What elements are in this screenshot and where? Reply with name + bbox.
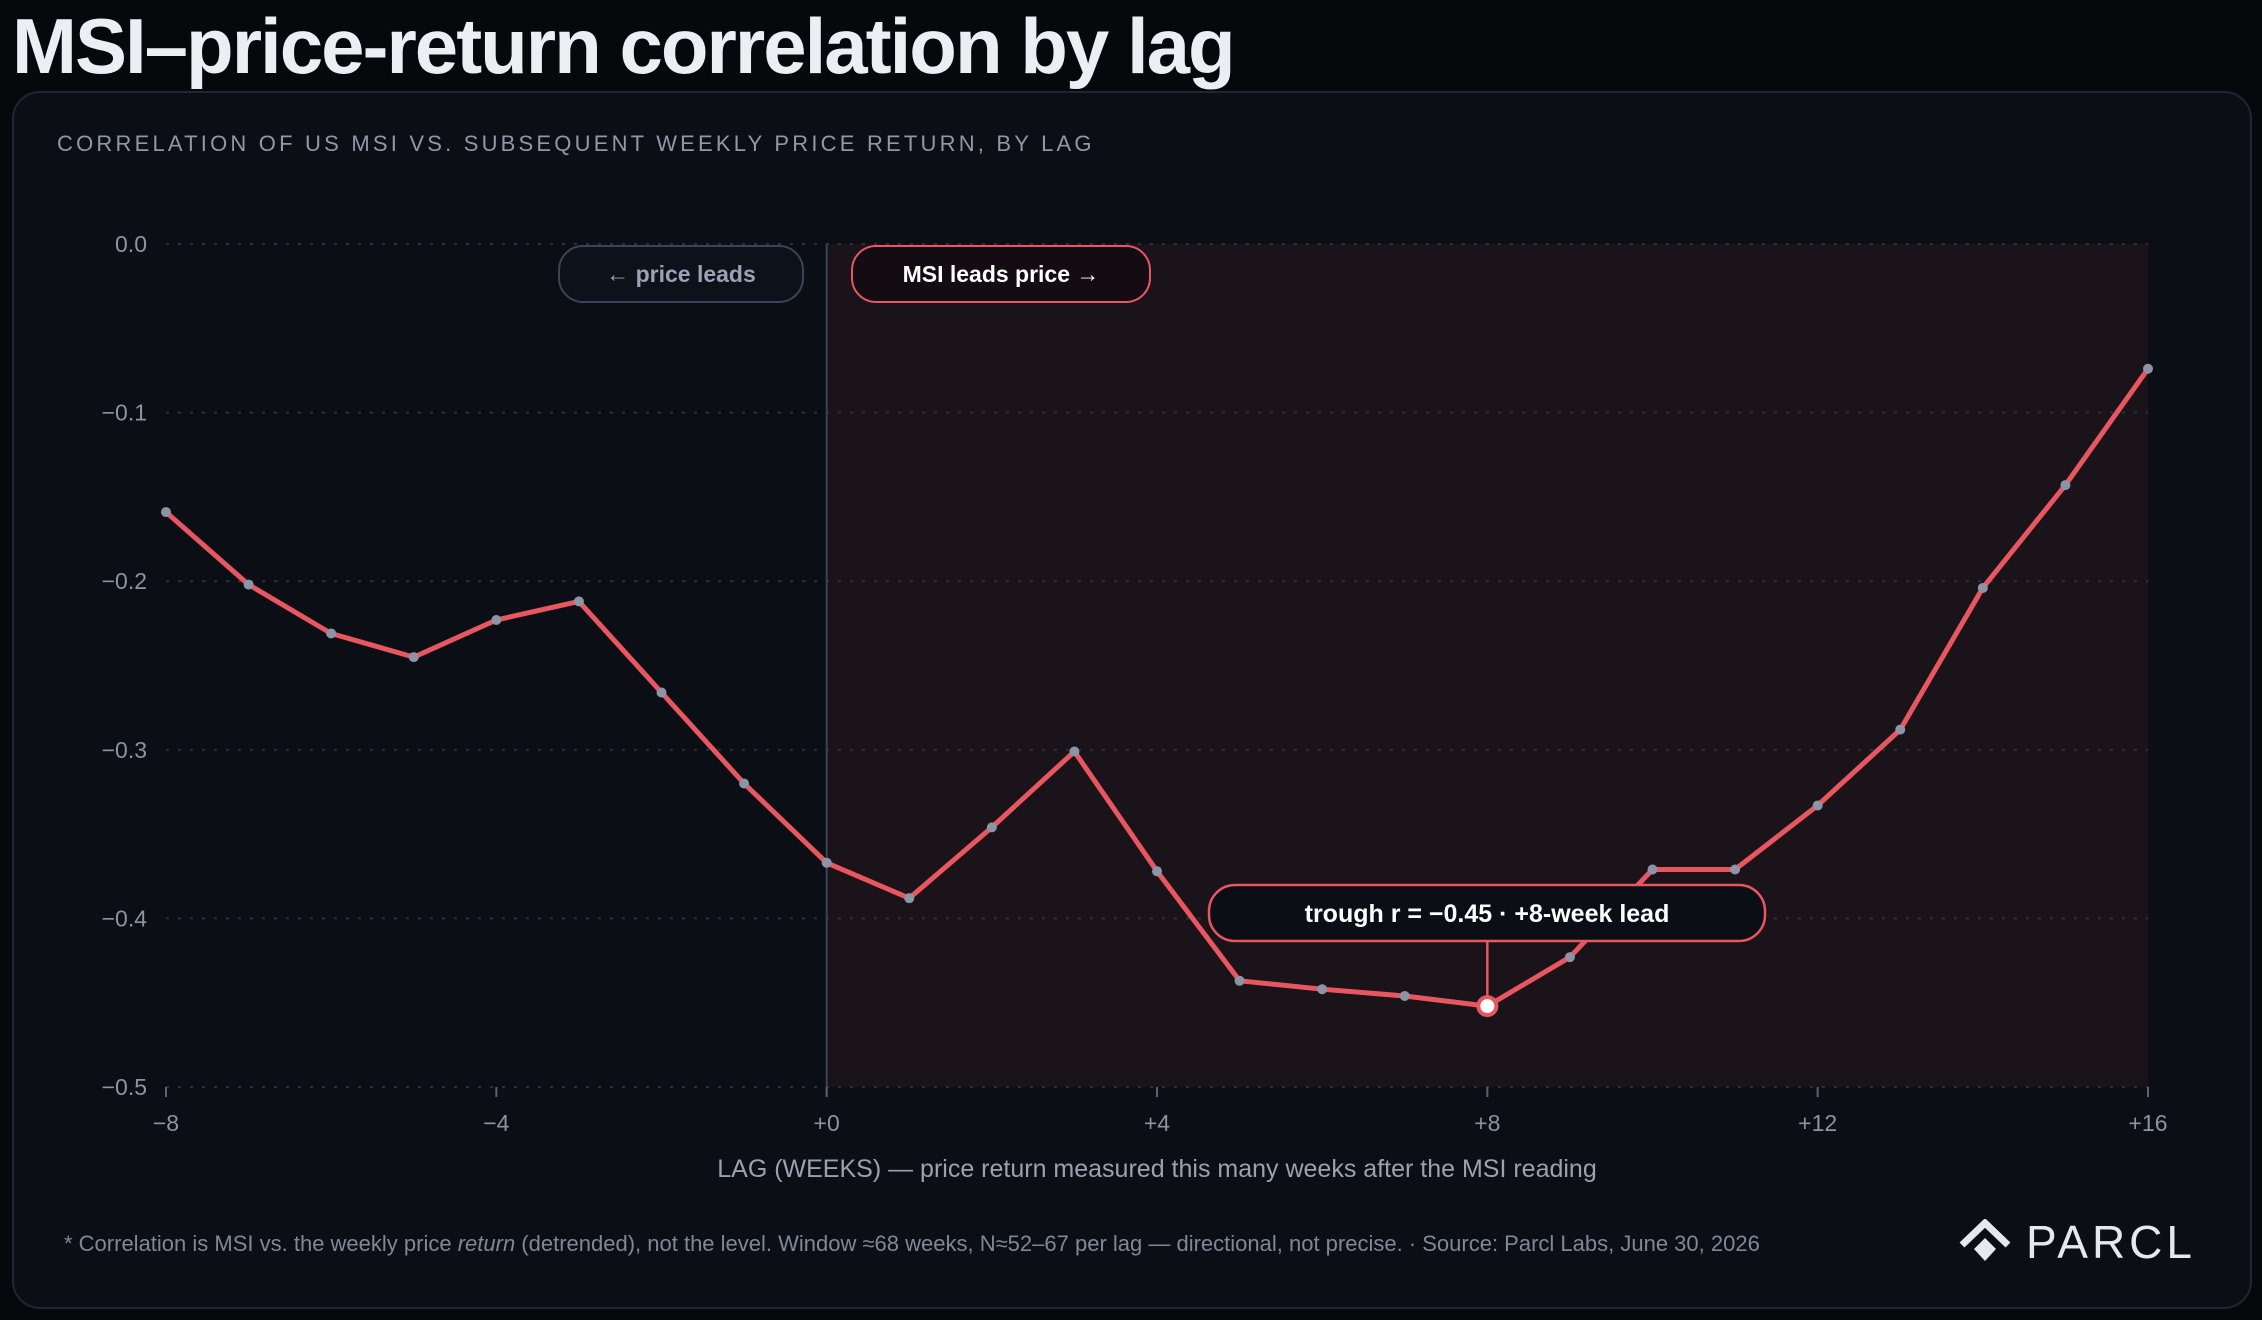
data-point	[1399, 990, 1410, 1001]
trough-marker	[1476, 995, 1499, 1018]
x-axis: −8 −4 +0 +4 +8 +12 +16	[153, 1087, 2168, 1136]
brand-name: PARCL	[2026, 1216, 2196, 1268]
data-point	[1730, 864, 1741, 875]
data-point	[573, 596, 584, 607]
y-tick-label: 0.0	[115, 231, 147, 257]
data-point	[2143, 363, 2153, 374]
data-point	[656, 687, 667, 698]
data-point	[1564, 952, 1575, 963]
trough-callout-box	[1207, 883, 1767, 943]
data-point	[1895, 724, 1906, 735]
y-axis-tick-labels: 0.0 −0.1 −0.2 −0.3 −0.4 −0.5	[102, 231, 148, 1100]
data-point	[2060, 480, 2071, 491]
trough-callout-text: trough r = −0.45 · +8-week lead	[1305, 900, 1670, 928]
footnote-text-start: * Correlation is MSI vs. the weekly pric…	[64, 1231, 458, 1256]
trough-annotation: trough r = −0.45 · +8-week lead	[1207, 883, 1767, 1018]
data-point	[1977, 582, 1988, 593]
x-tick-label: +12	[1798, 1110, 1837, 1136]
region-label-left: ← price leads	[558, 245, 804, 303]
y-tick-label: −0.1	[102, 400, 147, 426]
x-tick-label: +16	[2128, 1110, 2167, 1136]
x-tick-label: −4	[483, 1110, 509, 1136]
footnote-emphasis: return	[457, 1231, 516, 1256]
data-point	[491, 614, 502, 625]
data-point	[408, 652, 419, 663]
msi-leads-price-label: MSI leads price →	[903, 261, 1100, 287]
data-point	[1812, 800, 1823, 811]
chart-subtitle: CORRELATION OF US MSI VS. SUBSEQUENT WEE…	[57, 131, 1095, 156]
data-point	[1647, 864, 1658, 875]
data-point	[243, 579, 254, 590]
data-point	[904, 893, 915, 904]
x-tick-label: +8	[1474, 1110, 1500, 1136]
x-tick-label: +4	[1144, 1110, 1170, 1136]
data-point	[1317, 984, 1328, 995]
x-tick-label: +0	[814, 1110, 840, 1136]
data-point	[739, 778, 750, 789]
data-point	[821, 857, 832, 868]
footnote-text-end: (detrended), not the level. Window ≈68 w…	[515, 1231, 1760, 1256]
data-point	[1234, 975, 1245, 986]
y-tick-label: −0.5	[102, 1074, 147, 1100]
data-point	[1069, 746, 1080, 757]
footnote: * Correlation is MSI vs. the weekly pric…	[64, 1231, 1760, 1257]
region-label-right: MSI leads price →	[851, 245, 1151, 303]
parcl-logo-icon	[1959, 1219, 2011, 1261]
data-point	[1152, 866, 1162, 877]
page-title: MSI–price-return correlation by lag	[12, 2, 1236, 90]
x-tick-label: −8	[153, 1110, 179, 1136]
parcl-brand: PARCL	[1958, 1215, 2196, 1269]
data-point	[161, 507, 171, 518]
data-points	[161, 363, 2153, 1012]
price-leads-label: ← price leads	[606, 261, 756, 287]
x-axis-label: LAG (WEEKS) — price return measured this…	[717, 1155, 1597, 1183]
y-tick-label: −0.4	[102, 905, 148, 931]
data-point	[326, 628, 337, 639]
y-tick-label: −0.2	[102, 568, 147, 594]
data-point	[986, 822, 997, 833]
y-tick-label: −0.3	[102, 737, 147, 763]
